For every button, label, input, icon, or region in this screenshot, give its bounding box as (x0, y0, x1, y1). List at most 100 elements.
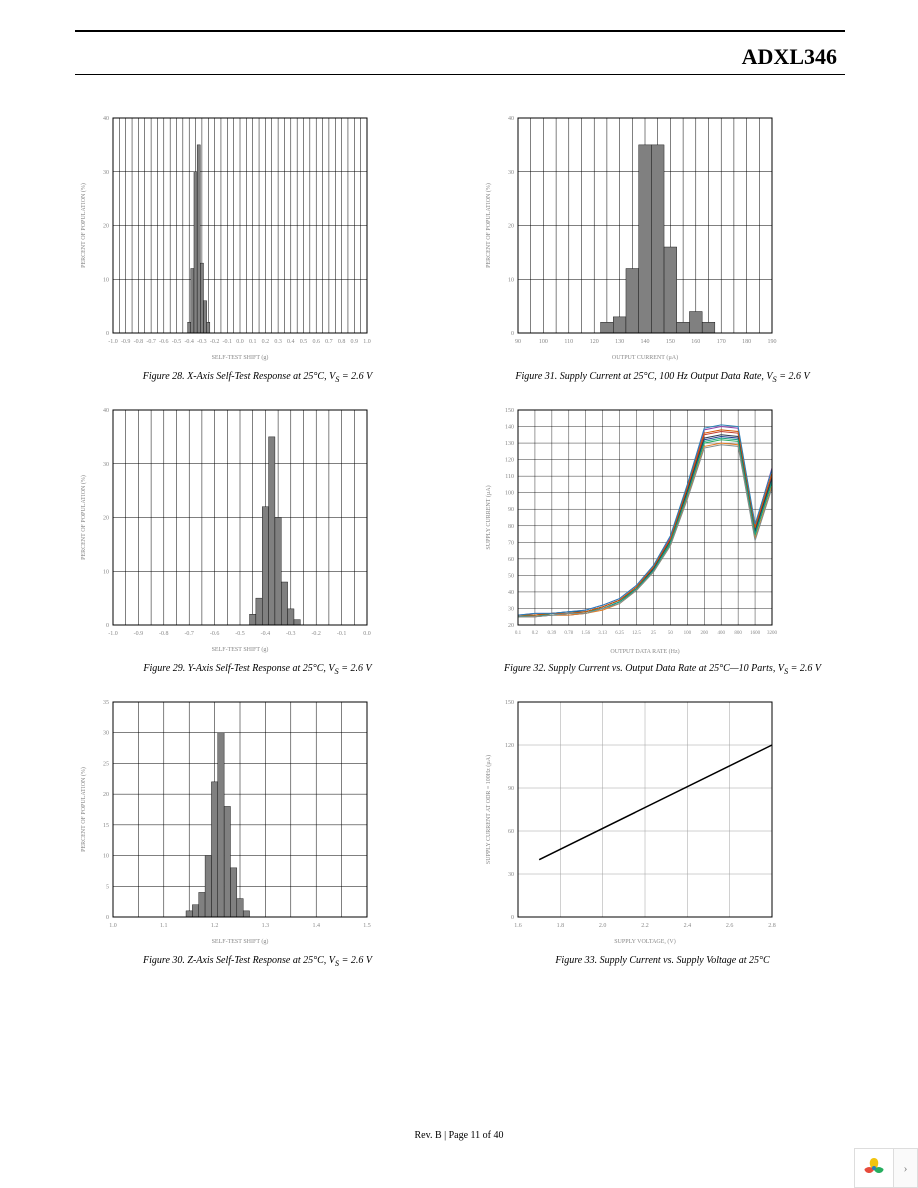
svg-text:0: 0 (511, 331, 514, 337)
svg-text:1.3: 1.3 (262, 923, 270, 929)
svg-text:200: 200 (701, 631, 709, 636)
svg-text:0: 0 (106, 331, 109, 337)
svg-text:90: 90 (508, 786, 514, 792)
svg-text:100: 100 (684, 631, 692, 636)
svg-text:-0.8: -0.8 (134, 339, 144, 345)
svg-text:-0.1: -0.1 (223, 339, 233, 345)
svg-text:PERCENT OF POPULATION (%): PERCENT OF POPULATION (%) (80, 183, 87, 268)
svg-text:10: 10 (103, 277, 109, 283)
svg-text:-0.9: -0.9 (121, 339, 131, 345)
svg-text:50: 50 (668, 631, 674, 636)
svg-text:PERCENT OF POPULATION (%): PERCENT OF POPULATION (%) (485, 183, 492, 268)
figure-33-caption: Figure 33. Supply Current vs. Supply Vol… (480, 955, 845, 966)
svg-text:15: 15 (103, 823, 109, 829)
svg-text:SUPPLY CURRENT (µA): SUPPLY CURRENT (µA) (485, 485, 492, 549)
svg-text:80: 80 (508, 524, 514, 530)
svg-text:0.2: 0.2 (532, 631, 539, 636)
svg-text:0.39: 0.39 (547, 631, 556, 636)
svg-text:90: 90 (508, 507, 514, 513)
svg-text:170: 170 (717, 339, 726, 345)
svg-text:1.0: 1.0 (363, 339, 371, 345)
svg-text:140: 140 (505, 425, 514, 431)
svg-text:-0.6: -0.6 (159, 339, 169, 345)
svg-text:130: 130 (615, 339, 624, 345)
svg-text:1.1: 1.1 (160, 923, 168, 929)
svg-text:35: 35 (103, 700, 109, 706)
svg-text:0.2: 0.2 (262, 339, 270, 345)
content-area: 010203040-1.0-0.9-0.8-0.7-0.6-0.5-0.4-0.… (75, 110, 845, 986)
svg-text:800: 800 (734, 631, 742, 636)
svg-text:0.0: 0.0 (236, 339, 244, 345)
svg-text:150: 150 (666, 339, 675, 345)
svg-text:-0.4: -0.4 (184, 339, 194, 345)
svg-text:1.56: 1.56 (581, 631, 590, 636)
figure-28-caption: Figure 28. X-Axis Self-Test Response at … (75, 371, 440, 384)
svg-text:30: 30 (508, 606, 514, 612)
svg-text:2.0: 2.0 (599, 923, 607, 929)
svg-text:120: 120 (505, 743, 514, 749)
svg-text:110: 110 (564, 339, 573, 345)
svg-text:100: 100 (539, 339, 548, 345)
part-number: ADXL346 (742, 44, 845, 70)
svg-text:6.25: 6.25 (615, 631, 624, 636)
svg-text:OUTPUT DATA RATE (Hz): OUTPUT DATA RATE (Hz) (610, 648, 679, 655)
svg-text:25: 25 (103, 761, 109, 767)
svg-text:2.2: 2.2 (641, 923, 649, 929)
svg-text:-0.1: -0.1 (337, 631, 347, 637)
svg-text:40: 40 (508, 590, 514, 596)
right-column: 0102030409010011012013014015016017018019… (480, 110, 845, 986)
chevron-right-icon[interactable]: › (894, 1148, 918, 1188)
svg-text:-0.7: -0.7 (146, 339, 156, 345)
logo-icon[interactable] (854, 1148, 894, 1188)
figure-30-caption: Figure 30. Z-Axis Self-Test Response at … (75, 955, 440, 968)
svg-text:30: 30 (103, 731, 109, 737)
svg-text:3200: 3200 (767, 631, 778, 636)
svg-text:0.5: 0.5 (300, 339, 308, 345)
svg-text:40: 40 (103, 116, 109, 122)
figure-32: 0.10.20.390.781.563.136.2512.52550100200… (480, 402, 845, 676)
svg-text:110: 110 (505, 474, 514, 480)
svg-text:-1.0: -1.0 (108, 339, 118, 345)
svg-text:20: 20 (103, 516, 109, 522)
svg-text:160: 160 (691, 339, 700, 345)
svg-text:25: 25 (651, 631, 657, 636)
svg-text:PERCENT OF POPULATION (%): PERCENT OF POPULATION (%) (80, 767, 87, 852)
svg-text:-0.5: -0.5 (235, 631, 245, 637)
svg-text:OUTPUT CURRENT (µA): OUTPUT CURRENT (µA) (612, 354, 678, 361)
svg-text:400: 400 (717, 631, 725, 636)
svg-text:10: 10 (103, 854, 109, 860)
svg-text:0.1: 0.1 (515, 631, 522, 636)
figure-33: 1.61.82.02.22.42.62.80306090120150SUPPLY… (480, 694, 845, 966)
svg-text:PERCENT OF POPULATION (%): PERCENT OF POPULATION (%) (80, 475, 87, 560)
svg-text:0: 0 (106, 915, 109, 921)
svg-text:0: 0 (511, 915, 514, 921)
svg-text:20: 20 (103, 224, 109, 230)
svg-text:0.9: 0.9 (351, 339, 359, 345)
svg-text:120: 120 (590, 339, 599, 345)
figure-28: 010203040-1.0-0.9-0.8-0.7-0.6-0.5-0.4-0.… (75, 110, 440, 384)
page-top-rule: ADXL346 (75, 30, 845, 75)
svg-text:190: 190 (768, 339, 777, 345)
svg-text:100: 100 (505, 491, 514, 497)
svg-text:1600: 1600 (750, 631, 761, 636)
svg-text:0.1: 0.1 (249, 339, 257, 345)
svg-text:1.4: 1.4 (312, 923, 320, 929)
svg-text:20: 20 (508, 224, 514, 230)
figure-32-caption: Figure 32. Supply Current vs. Output Dat… (480, 663, 845, 676)
svg-text:SUPPLY CURRENT AT ODR = 100Hz: SUPPLY CURRENT AT ODR = 100Hz (µA) (485, 755, 492, 864)
svg-text:1.5: 1.5 (363, 923, 371, 929)
svg-text:0.6: 0.6 (312, 339, 320, 345)
svg-text:-0.4: -0.4 (261, 631, 271, 637)
left-column: 010203040-1.0-0.9-0.8-0.7-0.6-0.5-0.4-0.… (75, 110, 440, 986)
svg-text:5: 5 (106, 884, 109, 890)
svg-text:30: 30 (508, 872, 514, 878)
svg-text:0.0: 0.0 (363, 631, 371, 637)
svg-text:-0.2: -0.2 (311, 631, 321, 637)
svg-text:1.8: 1.8 (557, 923, 565, 929)
svg-text:20: 20 (103, 792, 109, 798)
svg-text:-0.6: -0.6 (210, 631, 220, 637)
page-header: ADXL346 (75, 32, 845, 75)
svg-text:3.13: 3.13 (598, 631, 607, 636)
corner-widget[interactable]: › (854, 1148, 918, 1188)
svg-text:180: 180 (742, 339, 751, 345)
